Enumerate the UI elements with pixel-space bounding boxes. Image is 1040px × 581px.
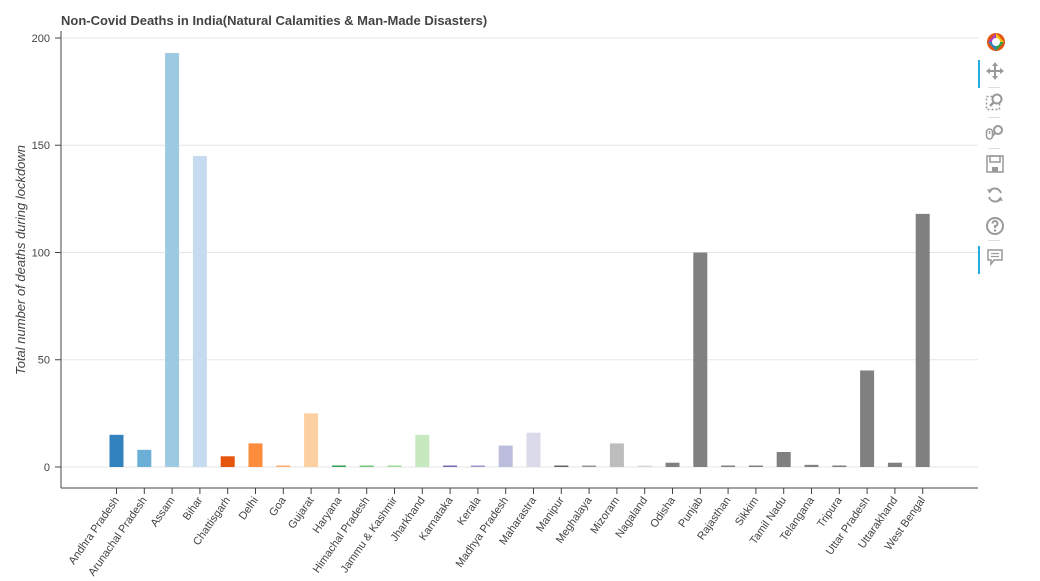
bar [915, 213, 930, 467]
box-zoom-tool[interactable] [978, 89, 1008, 115]
pan-tool-icon [986, 62, 1004, 80]
bar [415, 434, 430, 467]
save-tool[interactable] [978, 151, 1008, 177]
bar [748, 465, 763, 467]
bar [331, 465, 346, 467]
reset-tool-icon [987, 187, 1003, 203]
bars [109, 53, 930, 467]
bar [804, 464, 819, 467]
bokeh-logo-icon [987, 33, 1005, 51]
bar [832, 465, 847, 467]
bar [665, 462, 680, 467]
bar [109, 434, 124, 467]
pan-tool[interactable] [978, 58, 1008, 88]
box-zoom-tool-icon [985, 93, 1003, 111]
bar [387, 465, 402, 467]
bokeh-logo [978, 28, 1008, 54]
y-tick-label: 0 [44, 462, 50, 474]
bar [137, 449, 152, 467]
bar [359, 465, 374, 467]
bar [470, 465, 485, 467]
wheel-zoom-tool-icon [985, 125, 1003, 140]
hover-tool[interactable] [978, 244, 1008, 274]
y-axis-ticks: 0 50 100 150 200 [32, 33, 61, 474]
bar [165, 53, 180, 467]
y-tick-label: 100 [32, 247, 50, 259]
x-tick-label: Goa [267, 494, 289, 519]
y-tick-label: 200 [32, 33, 50, 45]
x-tick-label: Sikkim [733, 495, 761, 528]
reset-tool[interactable] [978, 182, 1008, 208]
grid-lines [61, 37, 978, 468]
bar [887, 462, 902, 467]
bar [637, 465, 652, 467]
bar [582, 465, 597, 467]
y-tick-label: 150 [32, 140, 50, 152]
axes [60, 31, 978, 489]
bar [554, 465, 569, 467]
x-tick-label: Assam [148, 495, 177, 529]
x-tick-label: Bihar [181, 495, 206, 523]
help-tool-icon [986, 217, 1004, 235]
bar [721, 465, 736, 467]
x-tick-label: Kerala [455, 494, 484, 528]
bar [304, 413, 319, 467]
bar [220, 456, 235, 467]
y-tick-label: 50 [38, 355, 50, 367]
bar [498, 445, 513, 467]
bar [693, 252, 708, 467]
bar [443, 465, 458, 467]
chart-title: Non-Covid Deaths in India(Natural Calami… [61, 13, 487, 28]
hover-tool-icon [987, 249, 1003, 267]
bar [860, 370, 875, 467]
save-tool-icon [986, 155, 1004, 173]
bar [276, 465, 291, 467]
help-tool[interactable] [978, 213, 1008, 239]
bar [248, 443, 263, 467]
bar [776, 451, 791, 467]
bar [192, 155, 207, 467]
x-tick-label: Punjab [676, 495, 705, 530]
x-tick-label: Delhi [237, 495, 261, 522]
y-axis-label: Total number of deaths during lockdown [13, 145, 28, 375]
bar [526, 432, 541, 467]
bar [609, 443, 624, 467]
x-tick-label: Odisha [648, 494, 678, 530]
wheel-zoom-tool[interactable] [978, 120, 1008, 146]
